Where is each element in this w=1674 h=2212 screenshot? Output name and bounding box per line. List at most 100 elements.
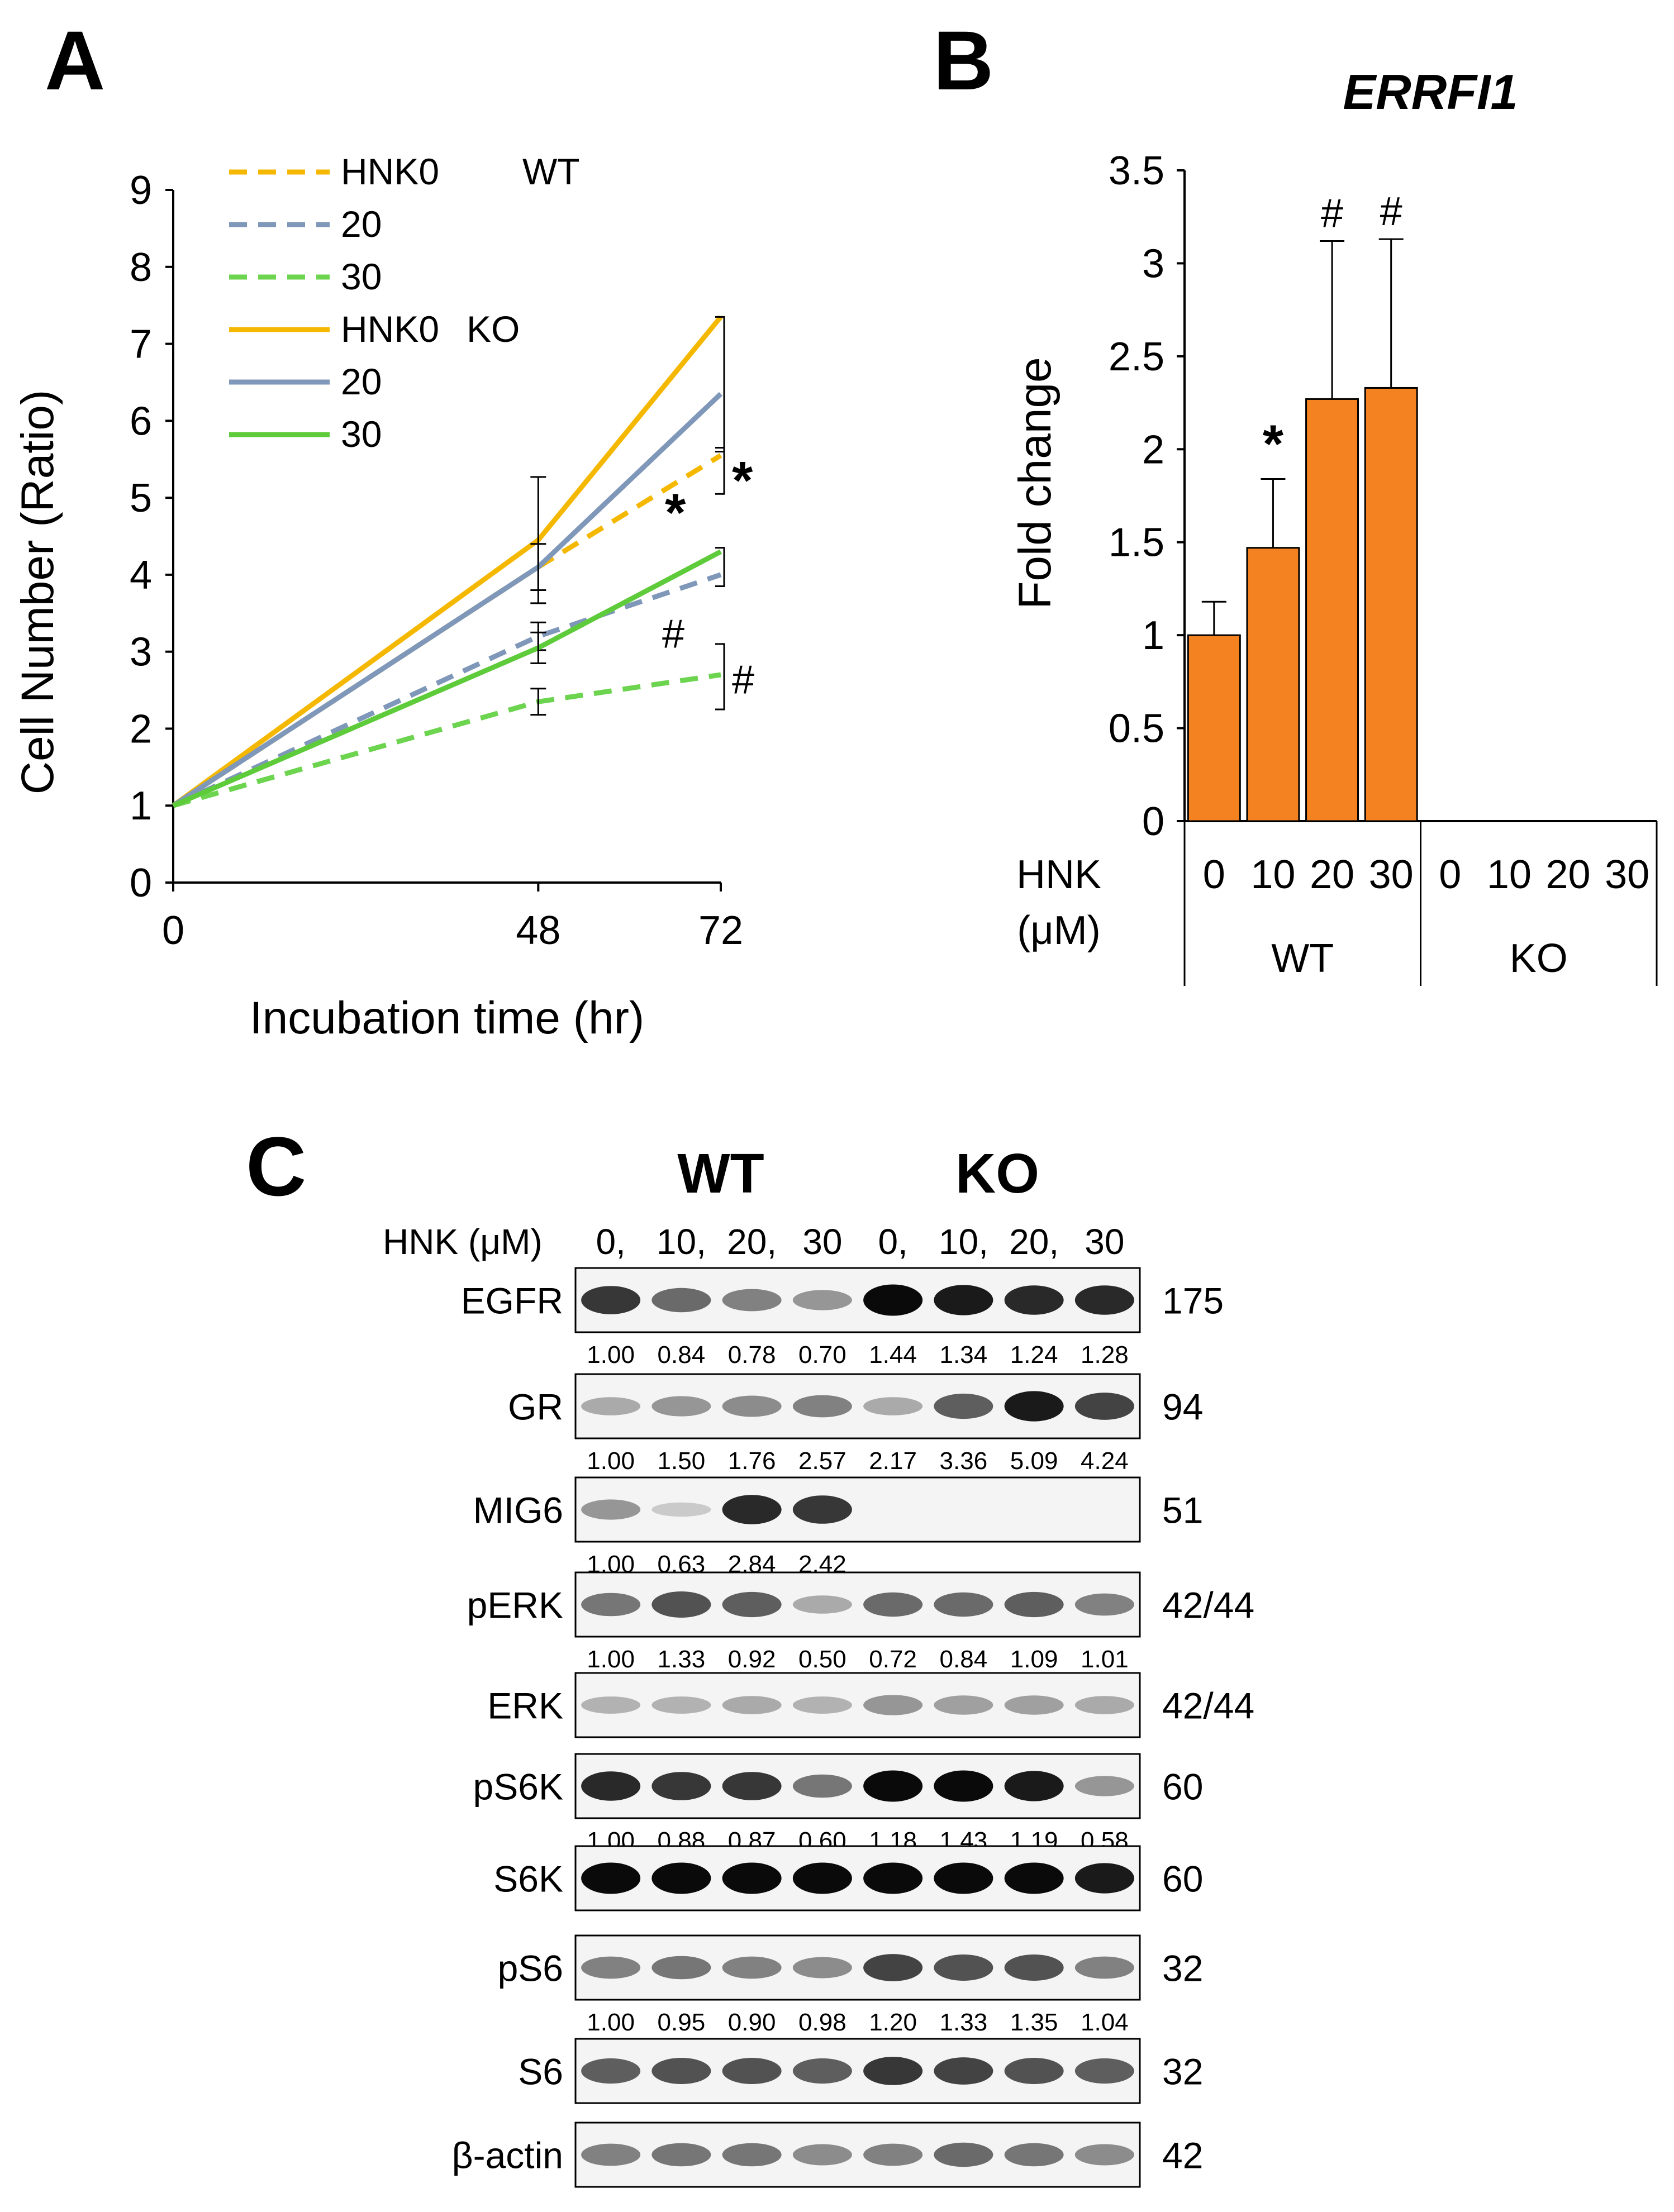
blot-row-ps6: pS6 32 1.00 0.95 0.90 0.98 1.20 1.33 1.35 1.04 [498,1934,1203,2036]
y-tick-label-b: 1 [1142,613,1164,658]
blot-quant-value: 1.35 [1010,2009,1058,2036]
blot-band [581,1862,641,1894]
hash-mark-a: # [732,657,754,702]
blot-protein-name: S6K [493,1858,563,1900]
x-tick-label-a: 72 [698,908,743,953]
blot-lane-label: 0, [878,1222,907,1262]
significance-bracket-a [715,316,725,452]
legend-item: HNK0 [229,308,439,350]
blot-rows: EGFR 175 1.00 0.84 0.78 0.70 1.44 1.34 1.24 1.28 G… [452,1267,1254,2188]
significance-bracket-a: # [662,612,684,657]
blot-kda-label: 42/44 [1162,1685,1254,1727]
blot-quant-value: 0.84 [658,1341,706,1369]
blot-row-s6: S6 32 [518,2038,1203,2104]
category-label-b: 0 [1203,852,1225,897]
series-line-wt-20 [172,572,722,808]
blot-band [651,1956,711,1980]
x-header-unit: (μM) [1017,908,1100,953]
blot-quant-value: 0.78 [728,1341,776,1369]
blot-quant-value: 1.20 [869,2009,917,2036]
blot-quant-value: 1.01 [1081,1646,1129,1673]
blot-band [651,2143,711,2167]
blot-band [792,1395,852,1418]
category-label-b: 10 [1487,852,1532,897]
blot-kda-label: 32 [1162,1948,1203,1989]
blot-band [651,1772,711,1800]
y-tick-label-b: 1.5 [1109,521,1164,565]
blot-band [1004,1285,1064,1315]
blot-quant-value: 2.57 [798,1447,846,1475]
blot-protein-name: ERK [487,1685,563,1727]
error-bar-a [530,688,546,716]
y-axis-label-a: Cell Number (Ratio) [12,390,63,795]
blot-band [722,1956,782,1979]
y-tick-label-a: 4 [130,553,152,598]
bar-b [1246,547,1300,822]
y-tick-label-a: 7 [130,322,152,367]
blot-band [581,2143,641,2166]
panel-label-b: B [933,13,993,107]
chart-title-b: ERRFI1 [1343,64,1518,120]
y-tick-label-a: 2 [130,707,152,751]
bar-chart-errfi1: ERRFI1 Fold change 00.511.522.533.5 *# # … [1010,64,1658,986]
blot-band [581,1956,641,1979]
blot-band [1004,2058,1064,2084]
series-lines-a [172,315,723,808]
bar-b [1187,634,1241,822]
category-label-b: 20 [1310,852,1354,897]
significance-bracket-a: # [715,643,754,711]
significance-bracket-a: * [715,447,753,511]
y-tick-label-b: 3 [1142,241,1164,286]
blot-lane-label: 20, [1009,1222,1059,1262]
blot-quant-value: 5.09 [1010,1447,1058,1475]
series-line-ko-hnk0 [172,315,723,808]
category-label-b: 30 [1605,852,1649,897]
blot-quant-value: 0.95 [658,2009,706,2036]
blot-quant-value: 1.00 [587,1447,635,1475]
blot-kda-label: 32 [1162,2051,1203,2092]
blot-quant-value: 1.33 [940,2009,988,2036]
blot-band [722,1862,782,1894]
blot-band [581,1499,641,1520]
blot-band [863,1284,923,1316]
blot-band [651,1591,711,1618]
y-tick-label-a: 5 [130,476,152,521]
y-tick-label-a: 8 [130,245,152,290]
blot-band [934,1954,993,1981]
blot-band [722,1495,782,1524]
error-bar-a [530,543,546,591]
blot-quant-value: 3.36 [940,1447,988,1475]
blot-band [722,2058,782,2084]
legend-label: 20 [341,203,382,245]
y-axis-label-b: Fold change [1010,357,1060,609]
blot-lane-label: 10, [657,1222,706,1262]
blot-band [863,1770,923,1802]
blot-band [1074,1776,1134,1796]
blot-protein-name: pS6K [473,1766,563,1808]
error-bar-b [1320,240,1345,399]
legend-item: 30 [229,256,382,297]
blot-protein-name: β-actin [452,2135,563,2176]
category-label-b: 0 [1439,852,1461,897]
blot-band [651,2058,711,2084]
blot-band [581,1593,641,1617]
blot-quant-value: 2.17 [869,1447,917,1475]
blot-quant-value: 1.00 [587,1646,635,1673]
blot-band [792,1957,852,1979]
blot-band [1004,1591,1064,1618]
blot-band [1074,2144,1134,2166]
blot-band [1074,1696,1134,1714]
blot-lane-label: 0, [596,1222,625,1262]
blot-band [863,1954,923,1981]
blot-row-mig6: MIG6 511.00 0.63 2.84 2.42 [473,1476,1203,1578]
x-header-hnk: HNK [1016,852,1101,897]
series-line-wt-30 [172,672,721,808]
blot-band [581,1397,641,1415]
blot-quant-value: 1.00 [587,2009,635,2036]
blot-band [651,1696,711,1714]
blot-band [1004,1695,1064,1715]
panel-label-c: C [246,1119,306,1213]
blot-band [792,1595,852,1614]
blot-quant-value: 0.98 [798,2009,846,2036]
